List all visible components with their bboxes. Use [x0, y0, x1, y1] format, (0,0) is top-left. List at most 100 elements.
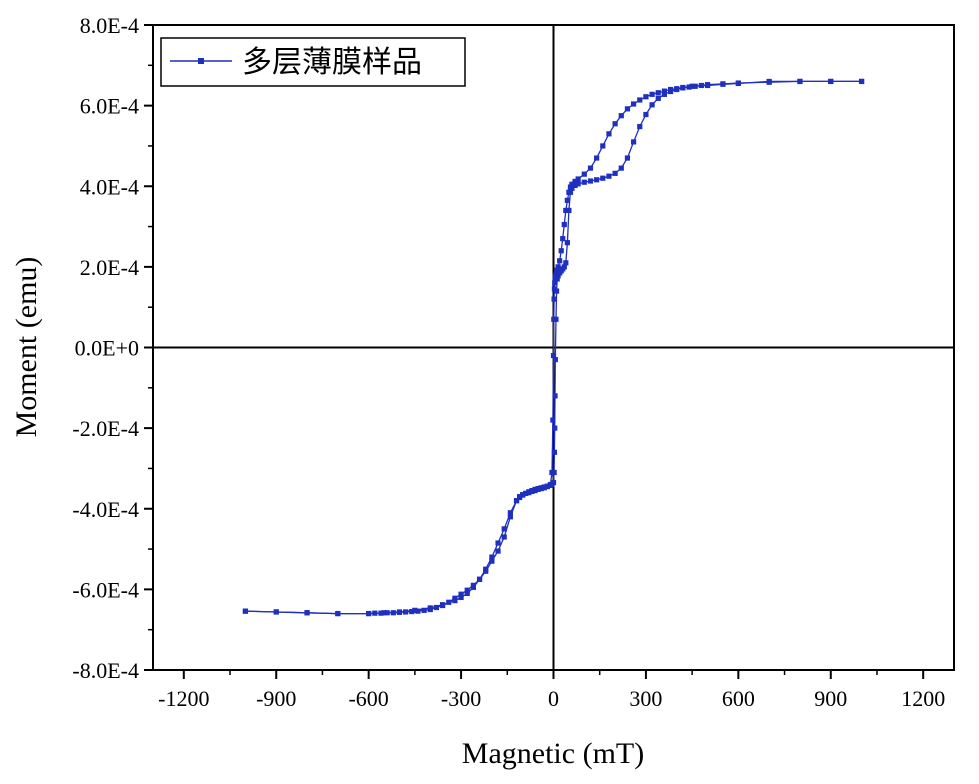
- data-point: [581, 179, 587, 185]
- y-tick-label: -8.0E-4: [72, 658, 139, 683]
- data-point: [507, 510, 513, 516]
- y-tick-label: -6.0E-4: [72, 577, 139, 602]
- data-point: [553, 316, 559, 322]
- x-tick-label: 300: [629, 686, 662, 711]
- y-axis-ticks: -8.0E-4 -6.0E-4 -4.0E-4 -2.0E-4 0.0E+0 2.0E-4…: [72, 13, 153, 683]
- data-point: [564, 240, 570, 246]
- data-point: [273, 609, 279, 615]
- data-point: [704, 82, 711, 88]
- data-point: [304, 610, 310, 616]
- x-axis-title: Magnetic (mT): [462, 737, 644, 770]
- data-point: [566, 207, 572, 214]
- data-point: [532, 486, 538, 492]
- data-point: [649, 102, 655, 108]
- data-point: [242, 608, 249, 614]
- data-point: [569, 185, 575, 191]
- data-point: [541, 484, 547, 490]
- data-point: [415, 608, 421, 614]
- data-point: [554, 276, 560, 282]
- data-point: [686, 84, 692, 90]
- x-tick-label: -900: [256, 686, 296, 711]
- y-axis-title: Moment (emu): [10, 257, 43, 438]
- data-point: [558, 248, 564, 254]
- data-point: [618, 165, 624, 171]
- data-point: [535, 485, 541, 492]
- data-point: [555, 273, 561, 279]
- data-point: [517, 494, 523, 501]
- x-axis-ticks: -1200 -900 -600 -300 0 300 600 900 1200: [158, 670, 945, 711]
- y-tick-label: 2.0E-4: [80, 255, 139, 280]
- data-point: [421, 607, 427, 613]
- data-point: [797, 78, 803, 85]
- data-point: [412, 607, 418, 613]
- data-point: [464, 590, 470, 597]
- data-point: [624, 106, 631, 112]
- data-point: [458, 591, 464, 597]
- legend: 多层薄膜样品: [160, 37, 466, 87]
- data-point: [637, 97, 643, 103]
- data-point: [507, 514, 513, 520]
- data-point: [501, 534, 507, 540]
- data-point: [520, 492, 526, 498]
- data-point: [692, 83, 698, 89]
- data-point: [550, 479, 557, 486]
- y-tick-label: 6.0E-4: [80, 94, 139, 119]
- data-point: [667, 88, 674, 95]
- data-point: [489, 554, 495, 560]
- legend-marker: [198, 58, 204, 64]
- data-point: [529, 488, 535, 494]
- data-point: [643, 94, 649, 100]
- data-point: [489, 558, 495, 564]
- data-point: [581, 171, 587, 177]
- data-point: [439, 602, 446, 608]
- data-point: [538, 485, 544, 491]
- x-tick-label: -1200: [158, 686, 209, 711]
- data-point: [594, 177, 600, 183]
- x-tick-label: -300: [441, 686, 481, 711]
- data-point: [569, 181, 575, 187]
- data-point: [612, 170, 618, 176]
- data-point: [433, 604, 440, 611]
- y-tick-label: -2.0E-4: [72, 416, 139, 441]
- data-point: [551, 469, 557, 476]
- data-point: [563, 207, 569, 214]
- data-point: [618, 113, 624, 119]
- data-point: [612, 121, 618, 127]
- data-point: [544, 483, 550, 489]
- data-point: [587, 165, 594, 171]
- x-tick-label: 900: [814, 686, 847, 711]
- data-point: [600, 175, 606, 181]
- data-point: [624, 155, 631, 161]
- x-tick-label: 0: [548, 686, 559, 711]
- data-point: [523, 490, 529, 497]
- data-point: [698, 82, 704, 89]
- data-point: [572, 178, 578, 185]
- legend-box: [160, 37, 466, 87]
- y-tick-label: -4.0E-4: [72, 497, 139, 522]
- data-point: [495, 548, 501, 554]
- data-point: [551, 449, 558, 455]
- data-point: [631, 139, 637, 145]
- data-point: [552, 425, 558, 431]
- data-point: [476, 576, 483, 582]
- data-point: [560, 236, 566, 242]
- y-tick-label: 4.0E-4: [80, 174, 139, 199]
- data-point: [564, 197, 570, 203]
- data-point: [561, 264, 567, 270]
- data-point: [587, 178, 594, 184]
- data-point: [483, 566, 489, 572]
- data-point: [655, 95, 661, 101]
- x-tick-label: 1200: [901, 686, 945, 711]
- data-point: [552, 393, 558, 399]
- data-point: [501, 526, 507, 532]
- data-point: [553, 288, 560, 294]
- data-point: [464, 587, 470, 593]
- data-point: [552, 356, 558, 363]
- data-point: [555, 264, 561, 270]
- data-point: [550, 352, 557, 359]
- data-point: [594, 155, 600, 161]
- data-point: [575, 181, 581, 187]
- data-point: [575, 176, 581, 182]
